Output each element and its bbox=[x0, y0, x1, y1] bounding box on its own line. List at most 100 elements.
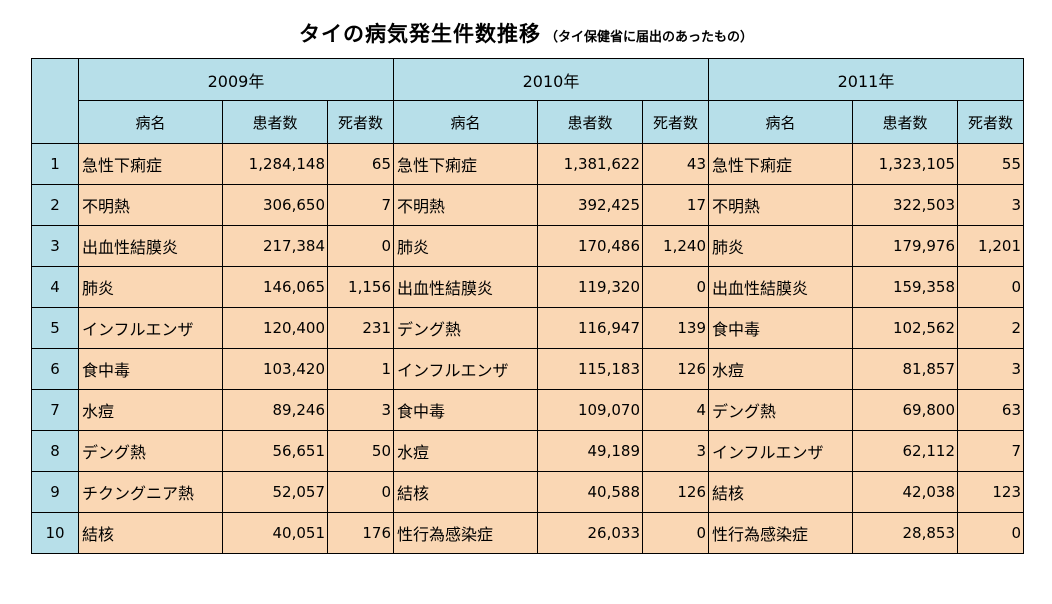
disease-table: 2009年 2010年 2011年 病名 患者数 死者数 病名 患者数 死者数 … bbox=[31, 58, 1024, 554]
table-row: 2 不明熱 306,650 7 不明熱 392,425 17 不明熱 322,503 3 bbox=[31, 184, 1024, 226]
disease-name-cell: 肺炎 bbox=[393, 225, 538, 267]
disease-name-cell: 性行為感染症 bbox=[708, 512, 853, 554]
year-header-2010: 2010年 bbox=[393, 58, 709, 101]
rank-cell: 3 bbox=[31, 225, 79, 267]
disease-name-cell: 性行為感染症 bbox=[393, 512, 538, 554]
disease-name-cell: 出血性結膜炎 bbox=[393, 266, 538, 308]
patients-cell: 26,033 bbox=[537, 512, 643, 554]
disease-name-cell: デング熱 bbox=[708, 389, 853, 431]
deaths-cell: 126 bbox=[642, 471, 709, 513]
deaths-cell: 0 bbox=[642, 266, 709, 308]
col-header-patients: 患者数 bbox=[537, 100, 643, 144]
rank-header-corner bbox=[31, 58, 79, 144]
deaths-cell: 65 bbox=[327, 143, 394, 185]
patients-cell: 217,384 bbox=[222, 225, 328, 267]
deaths-cell: 1,156 bbox=[327, 266, 394, 308]
patients-cell: 56,651 bbox=[222, 430, 328, 472]
disease-name-cell: 結核 bbox=[393, 471, 538, 513]
table-header: 2009年 2010年 2011年 病名 患者数 死者数 病名 患者数 死者数 … bbox=[31, 58, 1024, 144]
patients-cell: 115,183 bbox=[537, 348, 643, 390]
disease-name-cell: 出血性結膜炎 bbox=[78, 225, 223, 267]
patients-cell: 120,400 bbox=[222, 307, 328, 349]
col-header-disease: 病名 bbox=[708, 100, 853, 144]
disease-name-cell: 急性下痢症 bbox=[708, 143, 853, 185]
patients-cell: 116,947 bbox=[537, 307, 643, 349]
rank-cell: 5 bbox=[31, 307, 79, 349]
disease-name-cell: デング熱 bbox=[78, 430, 223, 472]
deaths-cell: 55 bbox=[957, 143, 1024, 185]
col-header-deaths: 死者数 bbox=[957, 100, 1024, 144]
patients-cell: 52,057 bbox=[222, 471, 328, 513]
table-body: 1 急性下痢症 1,284,148 65 急性下痢症 1,381,622 43 急性下痢症 1,… bbox=[31, 143, 1024, 554]
patients-cell: 306,650 bbox=[222, 184, 328, 226]
disease-name-cell: デング熱 bbox=[393, 307, 538, 349]
deaths-cell: 3 bbox=[642, 430, 709, 472]
table-row: 9 チクングニア熱 52,057 0 結核 40,588 126 結核 42,038 123 bbox=[31, 471, 1024, 513]
table-row: 1 急性下痢症 1,284,148 65 急性下痢症 1,381,622 43 急性下痢症 1,… bbox=[31, 143, 1024, 185]
rank-cell: 2 bbox=[31, 184, 79, 226]
table-row: 7 水痘 89,246 3 食中毒 109,070 4 デング熱 69,800 63 bbox=[31, 389, 1024, 431]
rank-cell: 9 bbox=[31, 471, 79, 513]
deaths-cell: 2 bbox=[957, 307, 1024, 349]
rank-cell: 10 bbox=[31, 512, 79, 554]
disease-name-cell: 食中毒 bbox=[78, 348, 223, 390]
deaths-cell: 0 bbox=[327, 471, 394, 513]
patients-cell: 89,246 bbox=[222, 389, 328, 431]
disease-name-cell: インフルエンザ bbox=[78, 307, 223, 349]
deaths-cell: 123 bbox=[957, 471, 1024, 513]
deaths-cell: 0 bbox=[642, 512, 709, 554]
patients-cell: 1,323,105 bbox=[852, 143, 958, 185]
patients-cell: 1,381,622 bbox=[537, 143, 643, 185]
col-header-deaths: 死者数 bbox=[642, 100, 709, 144]
patients-cell: 69,800 bbox=[852, 389, 958, 431]
disease-name-cell: インフルエンザ bbox=[708, 430, 853, 472]
rank-cell: 4 bbox=[31, 266, 79, 308]
year-header-2011: 2011年 bbox=[708, 58, 1024, 101]
patients-cell: 28,853 bbox=[852, 512, 958, 554]
disease-name-cell: 不明熱 bbox=[393, 184, 538, 226]
disease-name-cell: 肺炎 bbox=[708, 225, 853, 267]
table-row: 4 肺炎 146,065 1,156 出血性結膜炎 119,320 0 出血性結膜炎 159,3… bbox=[31, 266, 1024, 308]
patients-cell: 179,976 bbox=[852, 225, 958, 267]
col-header-disease: 病名 bbox=[393, 100, 538, 144]
disease-name-cell: インフルエンザ bbox=[393, 348, 538, 390]
deaths-cell: 1 bbox=[327, 348, 394, 390]
table-row: 8 デング熱 56,651 50 水痘 49,189 3 インフルエンザ 62,112 7 bbox=[31, 430, 1024, 472]
deaths-cell: 63 bbox=[957, 389, 1024, 431]
patients-cell: 40,051 bbox=[222, 512, 328, 554]
disease-name-cell: 食中毒 bbox=[393, 389, 538, 431]
deaths-cell: 1,240 bbox=[642, 225, 709, 267]
page-title: タイの病気発生件数推移 bbox=[298, 22, 541, 46]
disease-name-cell: 水痘 bbox=[393, 430, 538, 472]
patients-cell: 62,112 bbox=[852, 430, 958, 472]
col-header-patients: 患者数 bbox=[222, 100, 328, 144]
column-header-row: 病名 患者数 死者数 病名 患者数 死者数 病名 患者数 死者数 bbox=[32, 100, 1024, 144]
rank-cell: 1 bbox=[31, 143, 79, 185]
patients-cell: 392,425 bbox=[537, 184, 643, 226]
disease-name-cell: 急性下痢症 bbox=[78, 143, 223, 185]
deaths-cell: 139 bbox=[642, 307, 709, 349]
disease-name-cell: 水痘 bbox=[78, 389, 223, 431]
deaths-cell: 3 bbox=[327, 389, 394, 431]
table-row: 3 出血性結膜炎 217,384 0 肺炎 170,486 1,240 肺炎 179,976 1,… bbox=[31, 225, 1024, 267]
disease-name-cell: 不明熱 bbox=[78, 184, 223, 226]
disease-name-cell: 水痘 bbox=[708, 348, 853, 390]
deaths-cell: 231 bbox=[327, 307, 394, 349]
patients-cell: 119,320 bbox=[537, 266, 643, 308]
col-header-deaths: 死者数 bbox=[327, 100, 394, 144]
disease-name-cell: 食中毒 bbox=[708, 307, 853, 349]
year-header-row: 2009年 2010年 2011年 bbox=[31, 58, 1024, 144]
table-row: 5 インフルエンザ 120,400 231 デング熱 116,947 139 食中毒 102,5… bbox=[31, 307, 1024, 349]
deaths-cell: 4 bbox=[642, 389, 709, 431]
patients-cell: 322,503 bbox=[852, 184, 958, 226]
patients-cell: 109,070 bbox=[537, 389, 643, 431]
deaths-cell: 0 bbox=[957, 266, 1024, 308]
disease-name-cell: 結核 bbox=[78, 512, 223, 554]
rank-cell: 8 bbox=[31, 430, 79, 472]
table-row: 6 食中毒 103,420 1 インフルエンザ 115,183 126 水痘 81,857 3 bbox=[31, 348, 1024, 390]
disease-name-cell: 結核 bbox=[708, 471, 853, 513]
deaths-cell: 3 bbox=[957, 348, 1024, 390]
deaths-cell: 126 bbox=[642, 348, 709, 390]
patients-cell: 102,562 bbox=[852, 307, 958, 349]
patients-cell: 1,284,148 bbox=[222, 143, 328, 185]
